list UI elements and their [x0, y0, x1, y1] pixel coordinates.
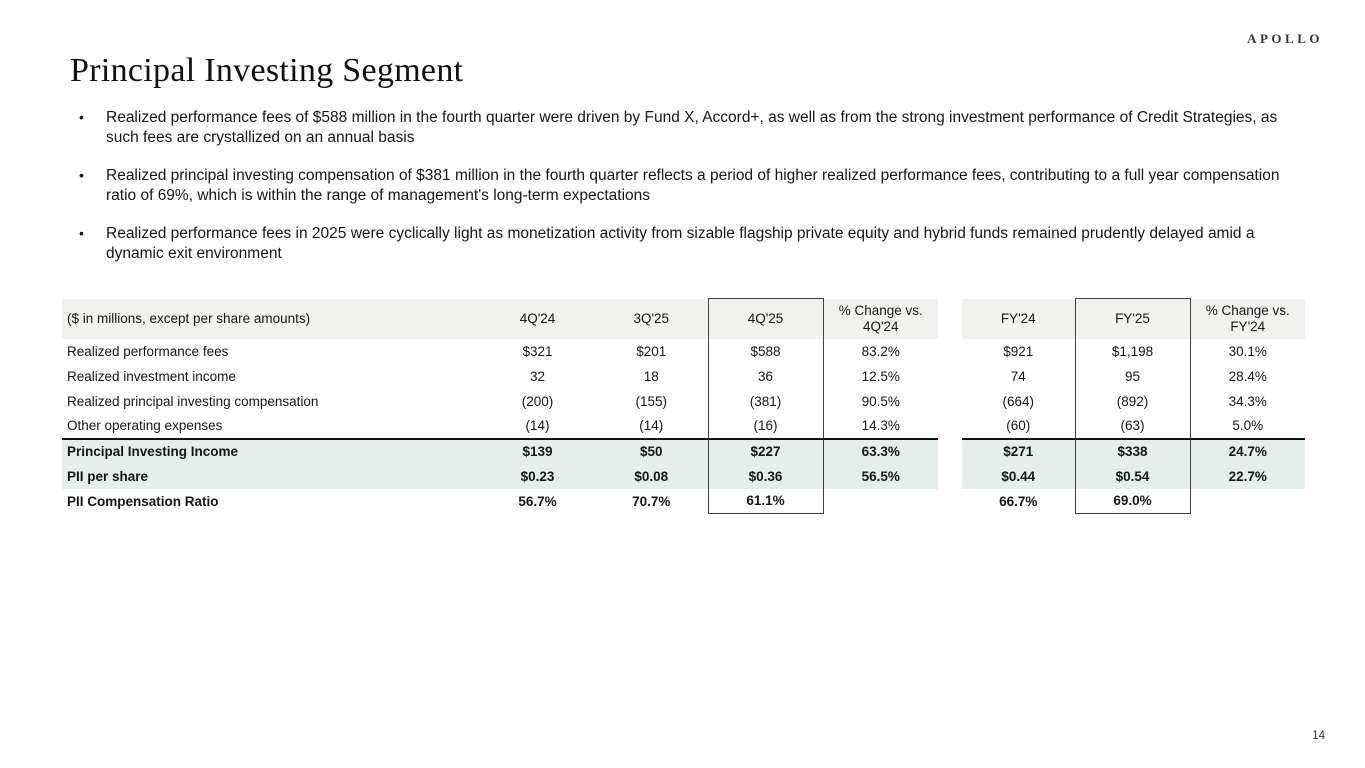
cell-value: (14) [639, 418, 664, 433]
cell-value: 95 [1074, 363, 1191, 389]
cell-value: $1,198 [1074, 338, 1191, 364]
gap-spacer [938, 388, 962, 414]
cell-value: 22.7% [1190, 463, 1305, 489]
cell-value: $0.36 [707, 463, 824, 489]
cell-value: 28.4% [1228, 368, 1267, 384]
bullet-item: Realized principal investing compensatio… [76, 166, 1294, 205]
gap-spacer [938, 438, 962, 464]
table-header-row: ($ in millions, except per share amounts… [62, 298, 1305, 339]
cell-value: (60) [1006, 418, 1031, 433]
cell-value: (381) [707, 388, 824, 414]
table-row: Realized principal investing compensatio… [62, 388, 1305, 414]
cell-value: (200) [521, 393, 554, 409]
cell-value: 63.3% [823, 437, 938, 464]
cell-value: 56.7% [518, 493, 557, 509]
cell-value: $338 [1074, 437, 1191, 464]
cell-value: $50 [595, 437, 708, 464]
cell-value: $271 [962, 437, 1075, 464]
cell-value: 12.5% [861, 368, 900, 384]
cell-value: 30.1% [1228, 343, 1267, 359]
cell-value: $0.23 [480, 463, 595, 489]
gap-spacer [938, 463, 962, 489]
bullet-item: Realized performance fees in 2025 were c… [76, 224, 1294, 263]
cell-value: 34.3% [1228, 393, 1267, 409]
row-label: Other operating expenses [67, 418, 223, 433]
table-caption: ($ in millions, except per share amounts… [62, 298, 480, 339]
gap-spacer [938, 488, 962, 514]
cell-value: 61.1% [707, 488, 824, 514]
cell-value: 56.5% [823, 463, 938, 489]
cell-value: (155) [635, 393, 667, 409]
cell-value: 18 [643, 368, 659, 384]
table-row: Other operating expenses (14) (14) (16) … [62, 413, 1305, 439]
cell-value: 70.7% [632, 493, 671, 509]
cell-value: $139 [480, 437, 595, 464]
cell-value: (892) [1074, 388, 1191, 414]
cell-value: 32 [529, 368, 546, 384]
cell-value: (664) [1002, 393, 1034, 409]
cell-value: $227 [707, 437, 824, 464]
page-title: Principal Investing Segment [70, 52, 464, 89]
table-row-ratio: PII Compensation Ratio 56.7% 70.7% 61.1%… [62, 488, 1305, 514]
cell-value: $588 [707, 338, 824, 364]
cell-value: 83.2% [861, 343, 900, 359]
column-header: % Change vs. 4Q'24 [823, 298, 938, 339]
cell-value: $321 [522, 343, 553, 359]
bullet-list: Realized performance fees of $588 millio… [76, 108, 1294, 282]
column-header: % Change vs. FY'24 [1190, 298, 1305, 339]
cell-value: 90.5% [861, 393, 900, 409]
cell-value [1190, 489, 1305, 514]
gap-spacer [938, 363, 962, 389]
cell-value: 69.0% [1074, 488, 1191, 514]
cell-value: (63) [1074, 413, 1191, 439]
bullet-item: Realized performance fees of $588 millio… [76, 108, 1294, 147]
row-label: PII per share [62, 463, 480, 489]
cell-value [823, 489, 938, 514]
column-header: FY'25 [1074, 298, 1191, 339]
cell-value: (16) [707, 413, 824, 439]
row-label: Realized principal investing compensatio… [67, 393, 319, 409]
cell-value: (14) [525, 418, 550, 433]
cell-value: 5.0% [1232, 418, 1264, 433]
gap-spacer [938, 338, 962, 364]
table-row-total: PII per share $0.23 $0.08 $0.36 56.5% $0… [62, 463, 1305, 489]
gap-spacer [938, 298, 962, 339]
financials-table: ($ in millions, except per share amounts… [62, 298, 1305, 514]
cell-value: 74 [1010, 368, 1026, 384]
apollo-logo: APOLLO [1247, 31, 1323, 46]
cell-value: 14.3% [861, 418, 900, 433]
column-header: 4Q'25 [707, 298, 824, 339]
table-row-total: Principal Investing Income $139 $50 $227… [62, 437, 1305, 464]
cell-value: $201 [636, 343, 667, 359]
cell-value: $0.08 [595, 463, 708, 489]
cell-value: 24.7% [1190, 437, 1305, 464]
table-row: Realized investment income 32 18 36 12.5… [62, 363, 1305, 389]
cell-value: 36 [707, 363, 824, 389]
cell-value: $0.44 [962, 463, 1075, 489]
row-label: Realized performance fees [67, 343, 229, 359]
row-label: Realized investment income [67, 368, 236, 384]
gap-spacer [938, 413, 962, 439]
row-label: PII Compensation Ratio [67, 493, 219, 509]
page-number: 14 [1312, 730, 1325, 742]
cell-value: 66.7% [999, 493, 1038, 509]
column-header: 3Q'25 [595, 298, 708, 339]
row-label: Principal Investing Income [62, 437, 480, 464]
table-row: Realized performance fees $321 $201 $588… [62, 338, 1305, 364]
column-header: FY'24 [962, 298, 1075, 339]
cell-value: $921 [1003, 343, 1034, 359]
cell-value: $0.54 [1074, 463, 1191, 489]
column-header: 4Q'24 [480, 298, 595, 339]
